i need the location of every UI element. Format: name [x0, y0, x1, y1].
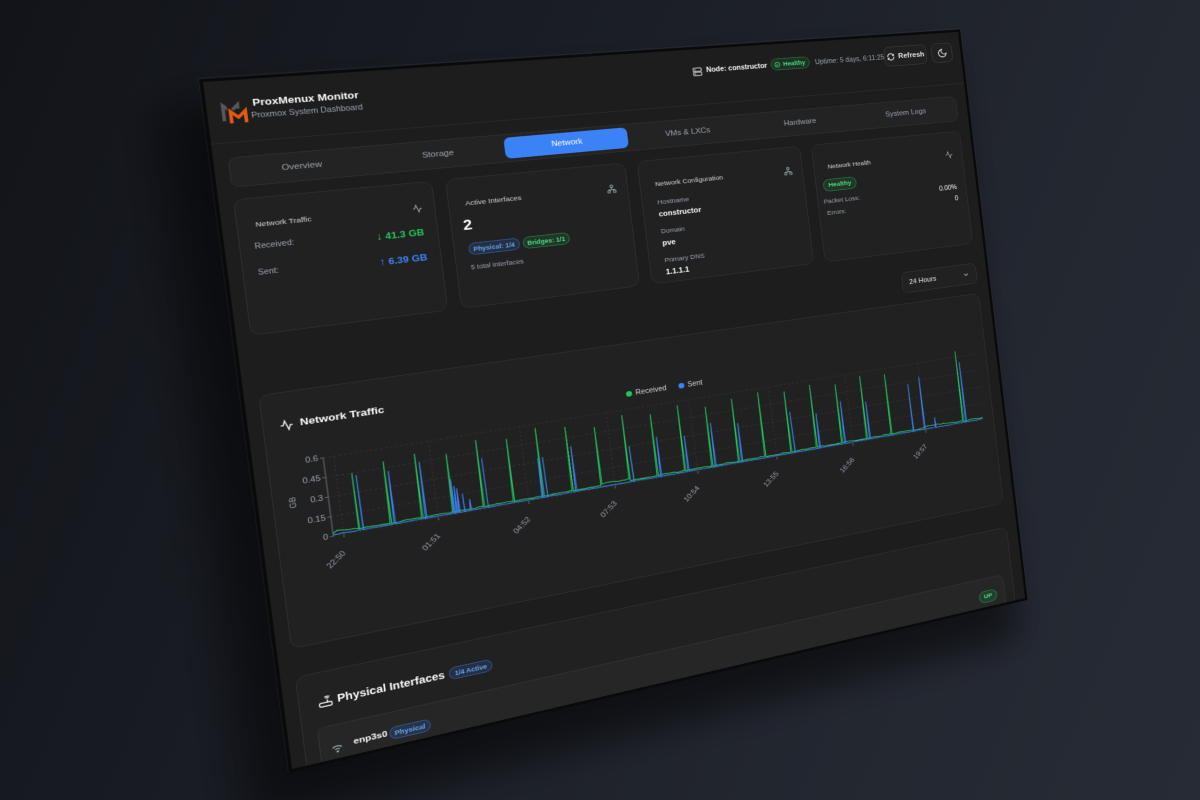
svg-text:10:54: 10:54	[682, 484, 701, 503]
svg-text:07:53: 07:53	[598, 500, 618, 519]
svg-text:13:55: 13:55	[762, 470, 780, 488]
svg-text:0.45: 0.45	[302, 474, 321, 485]
svg-text:GB: GB	[287, 496, 299, 509]
svg-text:16:56: 16:56	[838, 456, 856, 474]
svg-text:19:57: 19:57	[912, 443, 929, 461]
svg-text:0.15: 0.15	[307, 513, 326, 525]
svg-text:0.6: 0.6	[305, 454, 319, 465]
svg-text:04:52: 04:52	[511, 515, 532, 535]
svg-text:22:50: 22:50	[324, 549, 347, 570]
svg-text:01:51: 01:51	[420, 532, 442, 552]
svg-text:0.3: 0.3	[310, 494, 324, 505]
svg-text:0: 0	[322, 533, 328, 542]
